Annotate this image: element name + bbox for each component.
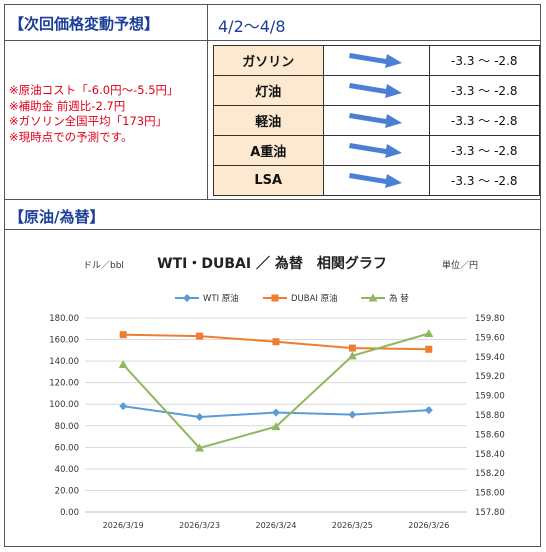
forecast-row: ガソリン -3.3 〜 -2.8	[213, 45, 541, 76]
legend-label: DUBAI 原油	[291, 293, 338, 304]
price-range: -3.3 〜 -2.8	[428, 75, 541, 106]
data-point	[347, 351, 357, 360]
legend-label: 為 替	[389, 293, 409, 304]
fuel-name: LSA	[213, 165, 324, 196]
y-left-tick-label: 160.00	[49, 336, 79, 346]
x-tick-label: 2026/3/25	[332, 521, 373, 530]
note-line: ※現時点での予測です。	[9, 129, 133, 144]
forecast-row: A重油 -3.3 〜 -2.8	[213, 135, 541, 166]
note-line: ※補助金 前週比-2.7円	[9, 98, 126, 113]
data-point	[425, 345, 433, 353]
fuel-name: 軽油	[213, 105, 324, 136]
trend-arrow-cell	[322, 75, 430, 106]
y-right-tick-label: 159.80	[475, 314, 505, 324]
y-left-tick-label: 40.00	[55, 465, 79, 475]
data-point	[195, 413, 204, 422]
left-axis-unit: ドル／bbl	[83, 260, 124, 271]
note-line: ※ガソリン全国平均「173円」	[9, 114, 168, 128]
down-right-arrow-icon	[349, 172, 403, 188]
trend-arrow-cell	[322, 135, 430, 166]
forecast-row: 灯油 -3.3 〜 -2.8	[213, 75, 541, 106]
correlation-chart: 0.00 20.00 40.00 60.00 80.00 100.00 120.00 140.…	[49, 255, 505, 530]
y-right-tick-label: 158.60	[475, 430, 505, 440]
legend-marker	[183, 294, 191, 302]
y-left-tick-label: 120.00	[49, 379, 79, 389]
data-point	[119, 402, 128, 411]
data-point	[348, 410, 357, 419]
forecast-row: LSA -3.3 〜 -2.8	[213, 165, 541, 196]
fuel-name: 灯油	[213, 75, 324, 106]
down-right-arrow-icon	[349, 112, 403, 128]
data-point	[196, 332, 204, 340]
x-tick-label: 2026/3/19	[103, 521, 144, 530]
x-tick-label: 2026/3/23	[179, 521, 220, 530]
data-point	[272, 408, 280, 417]
fuel-name: ガソリン	[213, 45, 324, 76]
y-left-tick-label: 0.00	[60, 508, 79, 518]
data-point	[272, 338, 280, 346]
chart-title: WTI・DUBAI ／ 為替 相関グラフ	[157, 255, 387, 272]
legend-marker	[271, 294, 279, 302]
y-left-tick-label: 100.00	[49, 400, 79, 410]
trend-arrow-cell	[322, 105, 430, 136]
y-left-tick-label: 60.00	[55, 443, 79, 453]
legend-marker	[368, 293, 378, 302]
data-point	[424, 329, 434, 338]
price-range: -3.3 〜 -2.8	[428, 165, 541, 196]
forecast-header-title: 【次回価格変動予想】	[4, 4, 208, 41]
y-left-tick-label: 140.00	[49, 357, 79, 367]
data-point	[118, 360, 128, 369]
data-point	[348, 344, 356, 352]
y-right-tick-label: 159.20	[475, 372, 505, 382]
y-right-tick-label: 159.60	[475, 333, 505, 343]
forecast-row: 軽油 -3.3 〜 -2.8	[213, 105, 541, 136]
y-right-tick-label: 159.40	[475, 353, 505, 363]
y-right-tick-label: 159.00	[475, 392, 505, 402]
y-left-tick-label: 180.00	[49, 314, 79, 324]
down-right-arrow-icon	[349, 52, 403, 68]
y-left-tick-label: 80.00	[55, 422, 79, 432]
note-line: ※原油コスト「-6.0円〜-5.5円」	[9, 83, 179, 97]
fuel-name: A重油	[213, 135, 324, 166]
forecast-period: 4/2〜4/8	[207, 4, 541, 41]
x-tick-label: 2026/3/24	[255, 521, 296, 530]
down-right-arrow-icon	[349, 82, 403, 98]
data-point	[271, 422, 281, 431]
x-tick-label: 2026/3/26	[408, 521, 449, 530]
data-point	[424, 406, 433, 415]
price-range: -3.3 〜 -2.8	[428, 105, 541, 136]
data-point	[119, 331, 127, 339]
y-left-tick-label: 20.00	[55, 486, 79, 496]
chart-container: 0.00 20.00 40.00 60.00 80.00 100.00 120.00 140.…	[4, 229, 541, 547]
price-range: -3.3 〜 -2.8	[428, 135, 541, 166]
y-right-tick-label: 158.20	[475, 469, 505, 479]
trend-arrow-cell	[322, 165, 430, 196]
section-title-crude-fx: 【原油/為替】	[4, 199, 541, 230]
data-point	[195, 443, 205, 452]
forecast-table-container: ガソリン -3.3 〜 -2.8 灯油 -3.3 〜 -2.8 軽油 -3.3 〜 -2.…	[207, 40, 541, 200]
down-right-arrow-icon	[349, 142, 403, 158]
forecast-table: ガソリン -3.3 〜 -2.8 灯油 -3.3 〜 -2.8 軽油 -3.3 〜 -2.…	[213, 45, 541, 196]
notes-box: ※原油コスト「-6.0円〜-5.5円」 ※補助金 前週比-2.7円 ※ガソリン全…	[4, 40, 208, 200]
y-right-tick-label: 158.80	[475, 411, 505, 421]
trend-arrow-cell	[322, 45, 430, 76]
y-right-tick-label: 157.80	[475, 508, 505, 518]
y-right-tick-label: 158.00	[475, 489, 505, 499]
legend-label: WTI 原油	[203, 293, 239, 304]
price-range: -3.3 〜 -2.8	[428, 45, 541, 76]
y-right-tick-label: 158.40	[475, 450, 505, 460]
right-axis-unit: 単位／円	[442, 259, 478, 271]
